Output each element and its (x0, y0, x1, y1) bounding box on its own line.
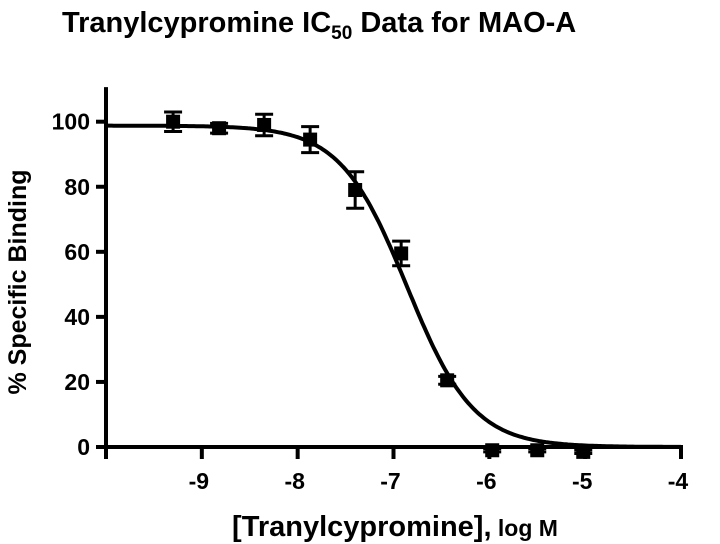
x-tick-label: -5 (572, 468, 593, 494)
chart-title: Tranylcypromine IC50 Data for MAO-A (62, 7, 576, 44)
y-tick-label: 0 (77, 434, 90, 460)
x-axis-label: [Tranylcypromine], log M (232, 511, 558, 543)
x-tick-label: -4 (668, 468, 689, 494)
data-point (257, 117, 272, 132)
y-axis-label: % Specific Binding (4, 169, 32, 394)
x-tick-label: -7 (380, 468, 400, 494)
data-point (166, 114, 181, 129)
data-point (348, 183, 363, 198)
data-point (485, 443, 500, 458)
y-tick-label: 60 (64, 239, 90, 265)
data-point (440, 373, 455, 388)
fit-curve (106, 123, 681, 449)
data-point (576, 444, 591, 459)
data-point (530, 443, 545, 458)
data-point (303, 132, 318, 147)
y-tick-label: 40 (64, 304, 90, 330)
data-point (394, 246, 409, 261)
data-points (164, 110, 593, 459)
axes: -9 -8 -7 -6 -5 -4 0 20 40 60 80 100 (52, 87, 689, 494)
x-tick-label: -6 (476, 468, 496, 494)
y-tick-label: 80 (64, 174, 90, 200)
x-tick-label: -8 (284, 468, 305, 494)
x-tick-label: -9 (189, 468, 209, 494)
fit-line (106, 123, 681, 449)
y-tick-label: 20 (64, 369, 90, 395)
data-point (212, 121, 227, 136)
y-tick-label: 100 (52, 109, 90, 135)
